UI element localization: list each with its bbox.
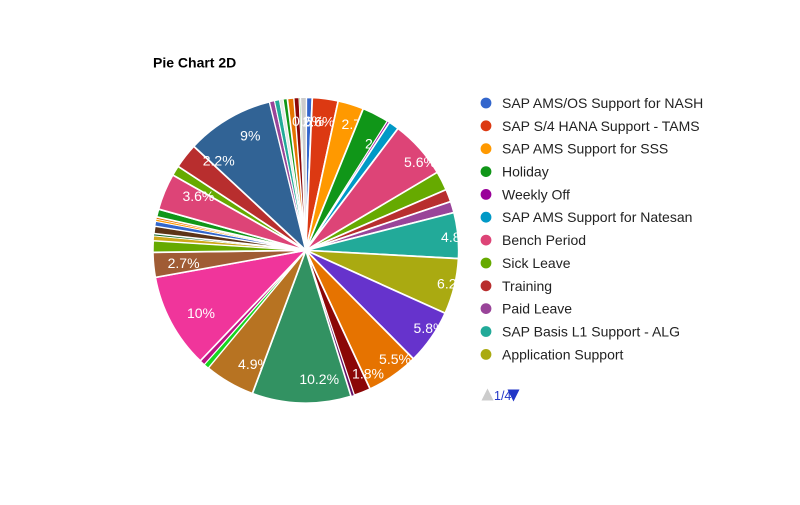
svg-text:SAP S/4 HANA Support - TAMS: SAP S/4 HANA Support - TAMS [502,118,700,134]
svg-text:2.2%: 2.2% [203,153,235,169]
svg-text:4.8%: 4.8% [441,229,473,245]
svg-text:Application Support: Application Support [502,346,624,362]
svg-text:1/4: 1/4 [494,389,511,403]
svg-text:3.6%: 3.6% [182,188,214,204]
svg-text:1.8%: 1.8% [352,366,384,382]
svg-text:2.6%: 2.6% [303,114,335,130]
svg-text:9%: 9% [240,127,260,143]
svg-text:2.7%: 2.7% [168,255,200,271]
svg-text:Weekly Off: Weekly Off [502,186,570,202]
svg-text:Paid Leave: Paid Leave [502,301,572,317]
svg-text:6.2%: 6.2% [437,276,469,292]
svg-text:SAP AMS Support for SSS: SAP AMS Support for SSS [502,141,668,157]
svg-text:SAP AMS/OS Support for NASH: SAP AMS/OS Support for NASH [502,95,703,111]
svg-text:Bench Period: Bench Period [502,232,586,248]
svg-text:Training: Training [502,278,552,294]
svg-text:10%: 10% [187,305,215,321]
svg-text:Sick Leave: Sick Leave [502,255,571,271]
svg-text:10.2%: 10.2% [299,371,339,387]
svg-text:5.5%: 5.5% [379,351,411,367]
svg-text:SAP Basis L1 Support - ALG: SAP Basis L1 Support - ALG [502,324,680,340]
svg-text:5.6%: 5.6% [404,154,436,170]
svg-text:Pie Chart 2D: Pie Chart 2D [153,55,236,71]
svg-text:SAP AMS Support for Natesan: SAP AMS Support for Natesan [502,209,692,225]
svg-text:Holiday: Holiday [502,164,549,180]
svg-text:0.6%: 0.6% [292,113,324,129]
